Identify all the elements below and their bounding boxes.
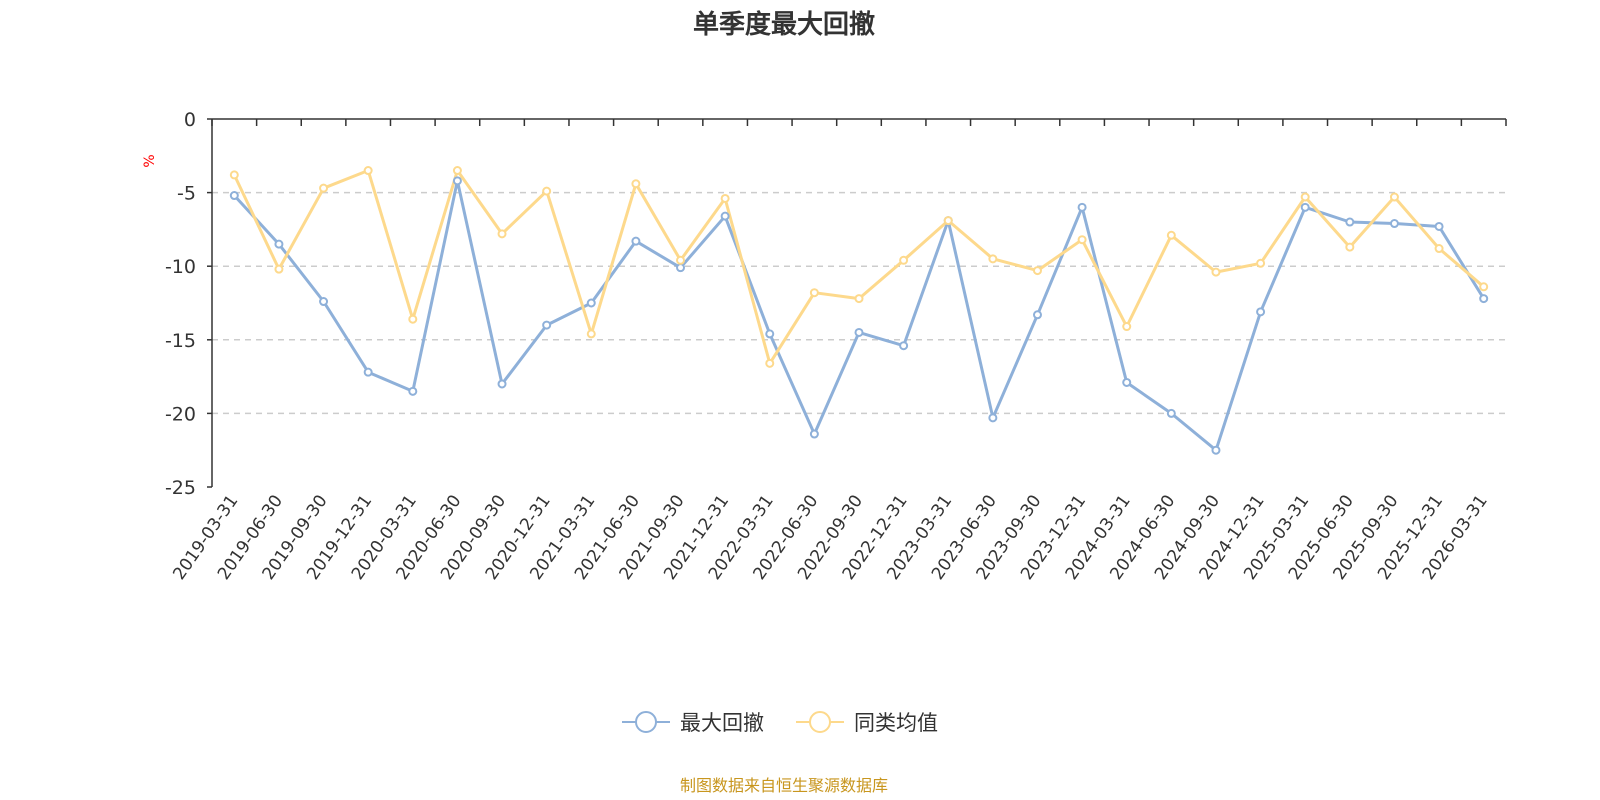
- data-point[interactable]: [631, 179, 641, 189]
- data-point[interactable]: [1122, 322, 1132, 332]
- data-point[interactable]: [1479, 294, 1489, 304]
- data-point[interactable]: [1479, 282, 1489, 292]
- y-tick-label: 0: [184, 109, 196, 131]
- data-point[interactable]: [586, 298, 596, 308]
- y-tick-labels: 0 -5 -10 -15 -20 -25: [165, 109, 196, 499]
- data-point[interactable]: [1434, 221, 1444, 231]
- data-point[interactable]: [1345, 217, 1355, 227]
- data-point[interactable]: [809, 288, 819, 298]
- data-point[interactable]: [943, 216, 953, 226]
- data-point[interactable]: [1300, 192, 1310, 202]
- axes: [207, 118, 1507, 488]
- data-point[interactable]: [542, 186, 552, 196]
- data-point[interactable]: [1256, 307, 1266, 317]
- grid-lines: [212, 191, 1506, 415]
- data-point[interactable]: [1122, 377, 1132, 387]
- data-point[interactable]: [229, 191, 239, 201]
- data-point[interactable]: [854, 327, 864, 337]
- data-point[interactable]: [1434, 244, 1444, 254]
- data-point[interactable]: [1300, 202, 1310, 212]
- data-point[interactable]: [319, 297, 329, 307]
- data-point[interactable]: [363, 367, 373, 377]
- legend[interactable]: 最大回撤 同类均值: [622, 711, 938, 735]
- data-point[interactable]: [720, 193, 730, 203]
- data-source-note: 制图数据来自恒生聚源数据库: [680, 776, 888, 795]
- data-point[interactable]: [452, 176, 462, 186]
- data-point[interactable]: [765, 329, 775, 339]
- data-point[interactable]: [854, 294, 864, 304]
- y-tick-label: -15: [165, 330, 196, 352]
- data-point[interactable]: [408, 386, 418, 396]
- legend-label: 最大回撤: [680, 711, 764, 735]
- data-point[interactable]: [319, 183, 329, 193]
- chart-title: 单季度最大回撤: [693, 9, 875, 40]
- data-point[interactable]: [765, 358, 775, 368]
- data-point[interactable]: [631, 236, 641, 246]
- data-point[interactable]: [542, 320, 552, 330]
- data-point[interactable]: [1256, 258, 1266, 268]
- data-point[interactable]: [676, 255, 686, 265]
- series-layer: [229, 166, 1489, 455]
- data-point[interactable]: [497, 229, 507, 239]
- data-point[interactable]: [408, 314, 418, 324]
- legend-marker-icon: [809, 711, 831, 733]
- y-tick-label: -20: [165, 403, 196, 425]
- data-point[interactable]: [676, 263, 686, 273]
- data-point[interactable]: [988, 254, 998, 264]
- data-point[interactable]: [899, 255, 909, 265]
- x-tick-labels: 2019-03-312019-06-302019-09-302019-12-31…: [169, 491, 1491, 583]
- legend-label: 同类均值: [854, 711, 938, 735]
- data-point[interactable]: [586, 329, 596, 339]
- y-tick-label: -5: [177, 183, 196, 205]
- data-point[interactable]: [1166, 230, 1176, 240]
- data-point[interactable]: [1032, 310, 1042, 320]
- data-point[interactable]: [988, 413, 998, 423]
- series-line-0: [233, 179, 1485, 452]
- data-point[interactable]: [1389, 219, 1399, 229]
- data-point[interactable]: [809, 429, 819, 439]
- legend-item-0[interactable]: 最大回撤: [622, 711, 764, 735]
- y-tick-label: -10: [165, 256, 196, 278]
- data-point[interactable]: [1077, 202, 1087, 212]
- data-point[interactable]: [274, 264, 284, 274]
- data-point[interactable]: [452, 166, 462, 176]
- data-point[interactable]: [1166, 408, 1176, 418]
- data-point[interactable]: [1211, 267, 1221, 277]
- data-point[interactable]: [497, 379, 507, 389]
- y-tick-label: -25: [165, 477, 196, 499]
- data-point[interactable]: [1345, 242, 1355, 252]
- data-point[interactable]: [720, 211, 730, 221]
- y-axis-unit: %: [142, 154, 158, 167]
- data-point[interactable]: [274, 239, 284, 249]
- data-point[interactable]: [1211, 445, 1221, 455]
- data-point[interactable]: [1389, 192, 1399, 202]
- data-point[interactable]: [899, 341, 909, 351]
- data-point[interactable]: [363, 166, 373, 176]
- legend-item-1[interactable]: 同类均值: [796, 711, 938, 735]
- data-point[interactable]: [1032, 266, 1042, 276]
- data-point[interactable]: [229, 170, 239, 180]
- data-point[interactable]: [1077, 235, 1087, 245]
- legend-marker-icon: [635, 711, 657, 733]
